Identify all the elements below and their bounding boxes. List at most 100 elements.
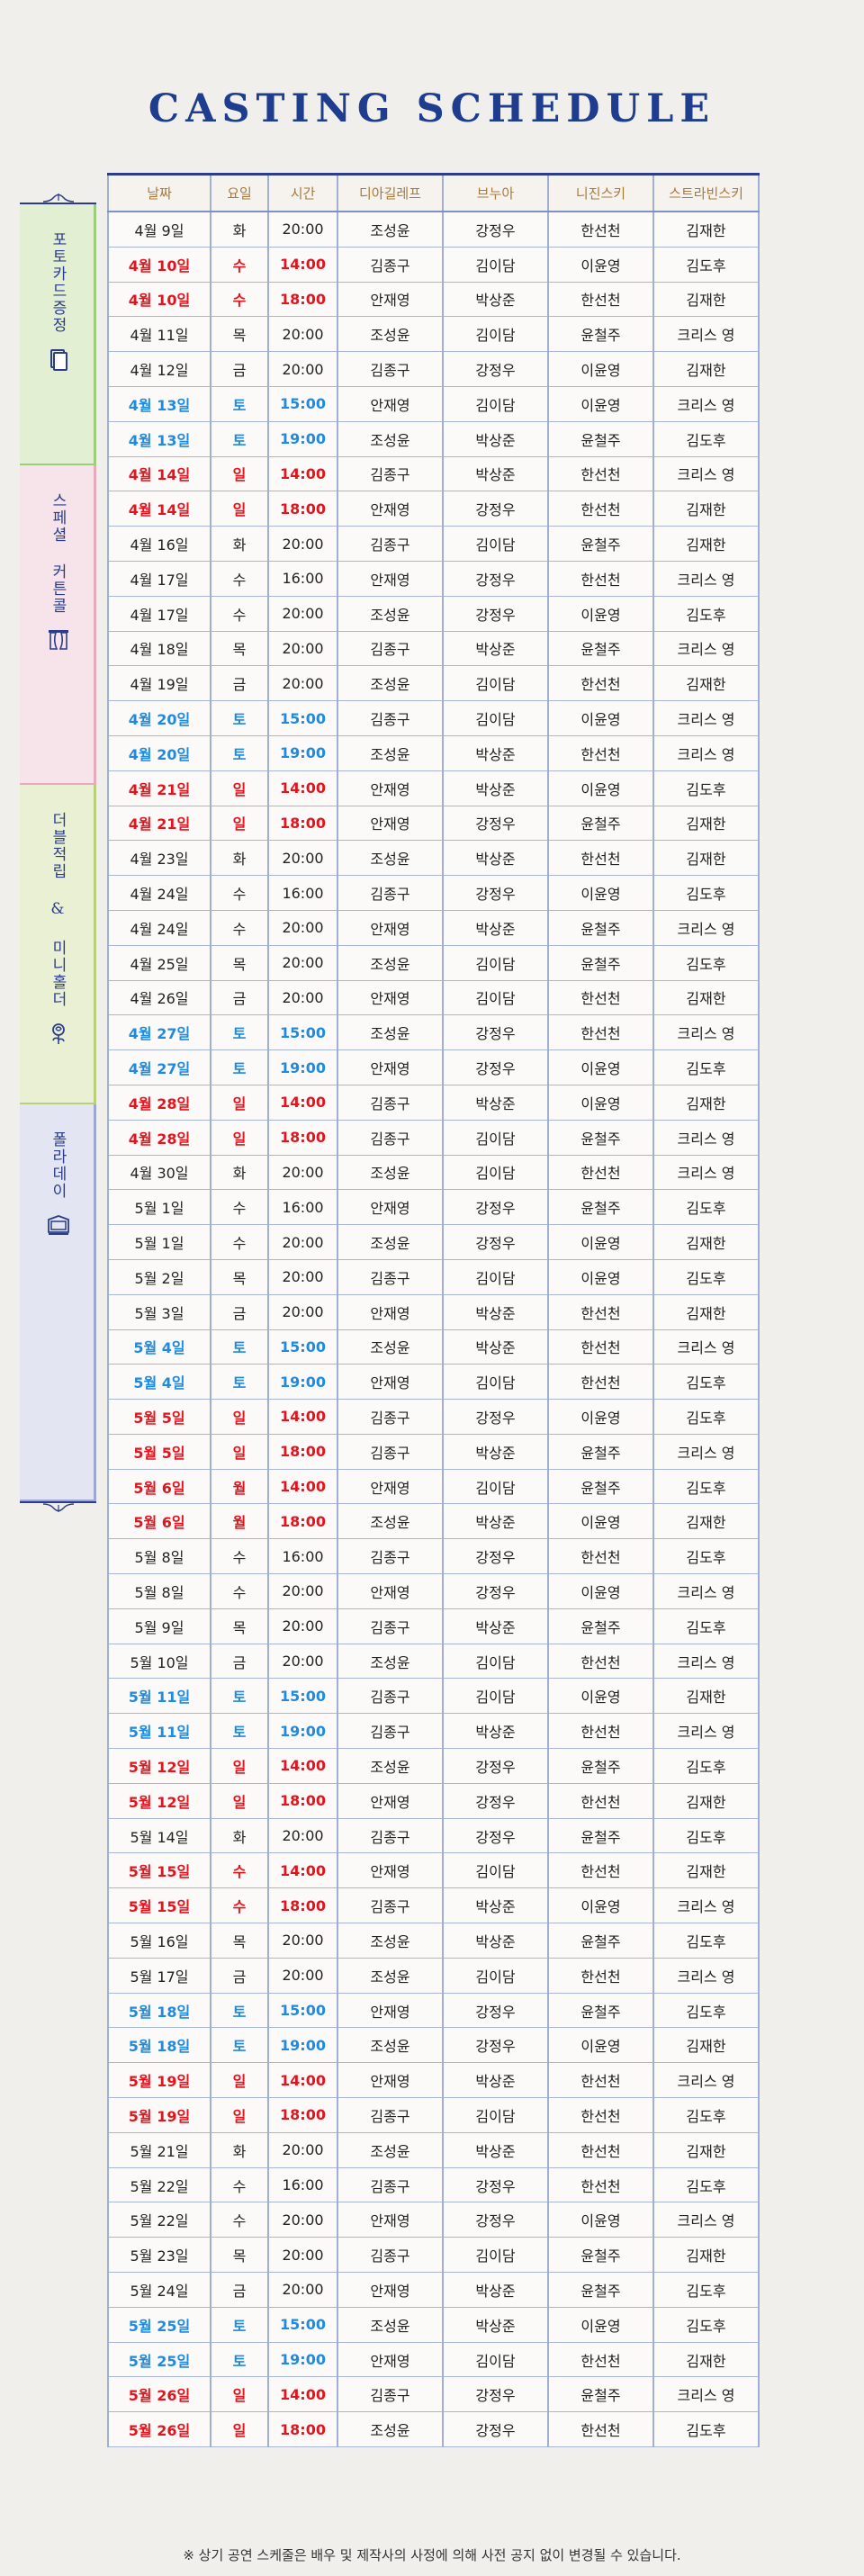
- benois-cell: 박상준: [442, 2272, 549, 2308]
- stravinsky-cell: 김재한: [652, 2237, 760, 2274]
- stravinsky-cell: 김도후: [652, 1538, 760, 1575]
- nijinsky-cell: 한선천: [547, 1155, 654, 1191]
- date-cell: 5월 8일: [107, 1538, 212, 1575]
- time-cell: 20:00: [267, 1224, 338, 1260]
- stravinsky-cell: 김도후: [652, 875, 760, 911]
- time-cell: 18:00: [267, 2097, 338, 2133]
- time-cell: 18:00: [267, 806, 338, 842]
- table-row: 4월 21일 일 14:00 안재영 박상준 이윤영 김도후: [107, 770, 760, 806]
- date-cell: 5월 18일: [107, 1993, 212, 2029]
- diaghilev-cell: 김종구: [337, 1434, 444, 1470]
- table-row: 5월 18일 토 19:00 조성윤 강정우 이윤영 김재한: [107, 2027, 760, 2064]
- benois-cell: 박상준: [442, 1434, 549, 1470]
- date-cell: 4월 20일: [107, 735, 212, 771]
- diaghilev-cell: 조성윤: [337, 1958, 444, 1994]
- benois-cell: 박상준: [442, 2307, 549, 2343]
- weekday-cell: 월: [210, 1503, 269, 1540]
- time-cell: 18:00: [267, 491, 338, 527]
- stravinsky-cell: 크리스 영: [652, 561, 760, 597]
- table-row: 5월 12일 일 14:00 조성윤 강정우 윤철주 김도후: [107, 1748, 760, 1784]
- time-cell: 15:00: [267, 700, 338, 736]
- diaghilev-cell: 김종구: [337, 2167, 444, 2203]
- table-row: 5월 18일 토 15:00 안재영 강정우 윤철주 김도후: [107, 1993, 760, 2029]
- sidebar-panel-label: 스페셜 커튼콜: [49, 492, 67, 615]
- table-row: 4월 28일 일 18:00 김종구 김이담 윤철주 크리스 영: [107, 1120, 760, 1156]
- table-row: 5월 16일 목 20:00 조성윤 박상준 윤철주 김도후: [107, 1923, 760, 1959]
- time-cell: 14:00: [267, 2376, 338, 2413]
- weekday-cell: 일: [210, 2097, 269, 2133]
- stravinsky-cell: 크리스 영: [652, 735, 760, 771]
- table-row: 5월 26일 일 14:00 김종구 강정우 윤철주 크리스 영: [107, 2376, 760, 2413]
- benois-cell: 강정우: [442, 2167, 549, 2203]
- benois-cell: 강정우: [442, 1224, 549, 1260]
- weekday-cell: 금: [210, 665, 269, 702]
- stravinsky-cell: 김재한: [652, 665, 760, 702]
- nijinsky-cell: 한선천: [547, 1538, 654, 1575]
- weekday-cell: 토: [210, 1049, 269, 1085]
- nijinsky-cell: 이윤영: [547, 1399, 654, 1435]
- column-header: 시간: [267, 173, 338, 212]
- date-cell: 5월 26일: [107, 2376, 212, 2413]
- weekday-cell: 일: [210, 1085, 269, 1121]
- table-row: 4월 14일 일 14:00 김종구 박상준 한선천 크리스 영: [107, 456, 760, 492]
- table-row: 5월 19일 일 18:00 김종구 김이담 한선천 김도후: [107, 2097, 760, 2133]
- diaghilev-cell: 안재영: [337, 2342, 444, 2378]
- table-row: 4월 10일 수 18:00 안재영 박상준 한선천 김재한: [107, 282, 760, 318]
- diaghilev-cell: 김종구: [337, 1538, 444, 1575]
- date-cell: 5월 1일: [107, 1224, 212, 1260]
- benois-cell: 김이담: [442, 2237, 549, 2274]
- time-cell: 20:00: [267, 2272, 338, 2308]
- benois-cell: 강정우: [442, 2202, 549, 2238]
- nijinsky-cell: 윤철주: [547, 1608, 654, 1644]
- benois-cell: 강정우: [442, 1189, 549, 1226]
- table-row: 5월 4일 토 19:00 안재영 김이담 한선천 김도후: [107, 1364, 760, 1401]
- diaghilev-cell: 안재영: [337, 2202, 444, 2238]
- date-cell: 5월 18일: [107, 2027, 212, 2064]
- diaghilev-cell: 김종구: [337, 351, 444, 387]
- nijinsky-cell: 이윤영: [547, 1049, 654, 1085]
- benois-cell: 김이담: [442, 1120, 549, 1156]
- stravinsky-cell: 김재한: [652, 1224, 760, 1260]
- table-row: 5월 9일 목 20:00 김종구 박상준 윤철주 김도후: [107, 1608, 760, 1644]
- stravinsky-cell: 크리스 영: [652, 631, 760, 667]
- stravinsky-cell: 김도후: [652, 247, 760, 283]
- nijinsky-cell: 윤철주: [547, 1469, 654, 1505]
- weekday-cell: 수: [210, 1887, 269, 1924]
- nijinsky-cell: 한선천: [547, 980, 654, 1016]
- stravinsky-cell: 김재한: [652, 840, 760, 877]
- stravinsky-cell: 크리스 영: [652, 316, 760, 353]
- time-cell: 20:00: [267, 840, 338, 877]
- time-cell: 19:00: [267, 1049, 338, 1085]
- nijinsky-cell: 윤철주: [547, 910, 654, 946]
- weekday-cell: 수: [210, 1189, 269, 1226]
- diaghilev-cell: 안재영: [337, 561, 444, 597]
- benois-cell: 김이담: [442, 2342, 549, 2378]
- nijinsky-cell: 윤철주: [547, 1120, 654, 1156]
- table-row: 5월 23일 목 20:00 김종구 김이담 윤철주 김재한: [107, 2237, 760, 2274]
- date-cell: 4월 16일: [107, 526, 212, 562]
- stravinsky-cell: 김재한: [652, 1783, 760, 1819]
- nijinsky-cell: 윤철주: [547, 421, 654, 457]
- benois-cell: 김이담: [442, 386, 549, 422]
- date-cell: 5월 19일: [107, 2097, 212, 2133]
- time-cell: 20:00: [267, 596, 338, 632]
- benois-cell: 강정우: [442, 1818, 549, 1854]
- stravinsky-cell: 크리스 영: [652, 910, 760, 946]
- benois-cell: 김이담: [442, 700, 549, 736]
- weekday-cell: 수: [210, 875, 269, 911]
- diaghilev-cell: 안재영: [337, 1783, 444, 1819]
- diaghilev-cell: 조성윤: [337, 596, 444, 632]
- weekday-cell: 수: [210, 596, 269, 632]
- diaghilev-cell: 김종구: [337, 1818, 444, 1854]
- weekday-cell: 수: [210, 1538, 269, 1575]
- stravinsky-cell: 김재한: [652, 1503, 760, 1540]
- nijinsky-cell: 이윤영: [547, 386, 654, 422]
- diaghilev-cell: 안재영: [337, 1573, 444, 1609]
- time-cell: 19:00: [267, 1364, 338, 1401]
- stravinsky-cell: 크리스 영: [652, 1434, 760, 1470]
- time-cell: 20:00: [267, 212, 338, 248]
- table-row: 4월 27일 토 15:00 조성윤 강정우 한선천 크리스 영: [107, 1014, 760, 1051]
- diaghilev-cell: 조성윤: [337, 840, 444, 877]
- weekday-cell: 목: [210, 1923, 269, 1959]
- weekday-cell: 일: [210, 806, 269, 842]
